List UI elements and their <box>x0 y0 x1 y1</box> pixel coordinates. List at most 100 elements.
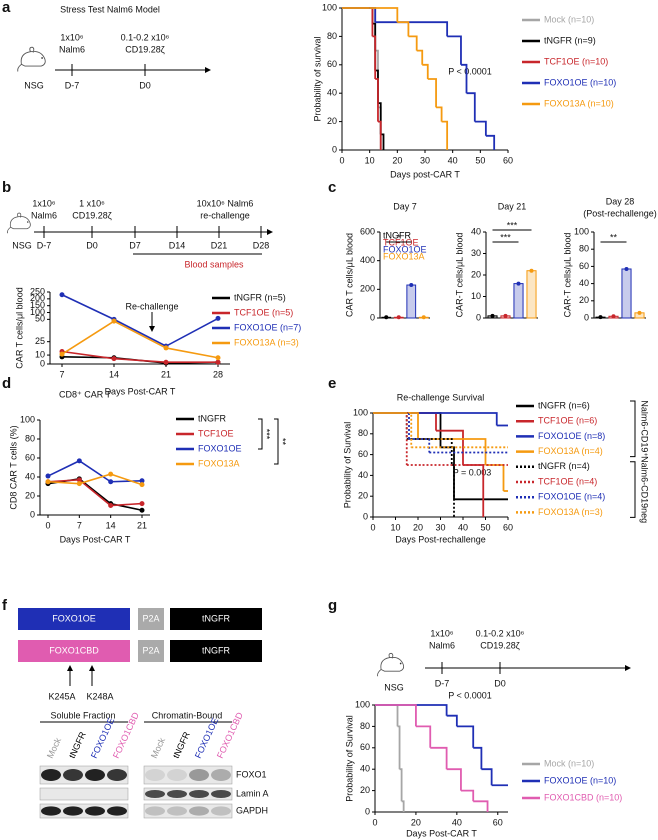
y-tick-label: 80 <box>25 433 35 443</box>
y-tick-label: 25 <box>35 336 45 346</box>
y-axis-label: CAR T cells/μL blood <box>344 233 354 317</box>
timeline-b: NSG 1x10⁶ Nalm6 1 x10⁶ CD19.28ζ 10x10⁶ N… <box>6 198 273 269</box>
chart-title: Day 28 <box>606 196 635 206</box>
y-tick-label: 400 <box>360 255 375 265</box>
y-axis-label: CD8 CAR T cells (%) <box>8 425 18 509</box>
annotation: P < 0.0001 <box>448 690 492 700</box>
point <box>215 355 221 361</box>
survival-step <box>342 7 377 23</box>
survival-step <box>415 725 432 748</box>
y-tick-label: 0 <box>370 312 375 322</box>
panel-label: c <box>328 179 336 196</box>
y-tick-label: 150 <box>30 300 45 310</box>
tngfr-box <box>170 640 262 662</box>
blot-band <box>145 806 165 816</box>
construct-box <box>18 640 130 662</box>
blot-band <box>63 806 83 816</box>
survival-step <box>399 768 403 802</box>
panel-label: g <box>328 597 337 614</box>
survival-step <box>375 78 379 122</box>
x-tick-label: 14 <box>106 520 116 530</box>
series-line <box>47 478 143 512</box>
point <box>59 292 65 298</box>
point <box>111 356 117 362</box>
dose: CD19.28ζ <box>480 640 520 650</box>
blot-band <box>189 806 209 816</box>
y-tick-label: 40 <box>358 470 368 480</box>
y-tick-label: 600 <box>360 226 375 236</box>
x-tick-label: 30 <box>435 522 445 532</box>
survival-step <box>373 412 498 426</box>
fraction-label: Soluble Fraction <box>50 710 115 720</box>
y-tick-label: 0 <box>332 144 337 154</box>
day: D21 <box>211 240 228 250</box>
y-tick-label: 40 <box>579 278 589 288</box>
survival-step <box>447 35 462 65</box>
panel-label: e <box>328 375 336 392</box>
blot-band <box>189 790 209 798</box>
survival-step <box>460 63 468 94</box>
panel-label: f <box>2 597 8 614</box>
y-tick-label: 40 <box>471 226 481 236</box>
y-axis-label: Probability of Survival <box>342 422 352 509</box>
legend-bracket <box>630 400 636 458</box>
legend-label: FOXO1OE <box>383 244 427 254</box>
y-tick-label: 100 <box>355 699 370 709</box>
blot-strip <box>143 803 233 819</box>
x-tick-label: 20 <box>411 817 421 827</box>
survival-step <box>397 725 401 770</box>
point <box>163 345 169 351</box>
survival-step <box>422 63 429 79</box>
survival-step <box>377 120 382 150</box>
y-tick-label: 60 <box>327 59 337 69</box>
x-tick-label: 60 <box>503 522 513 532</box>
timeline-g: NSG 1x10⁶ Nalm6 0.1-0.2 x10⁶ CD19.28ζ D-… <box>377 628 631 692</box>
legend-label: FOXO1OE (n=4) <box>538 492 605 502</box>
blot-label: Lamin A <box>236 788 269 798</box>
blot-band <box>85 806 105 816</box>
series-line <box>47 459 143 483</box>
survival-step <box>460 789 475 802</box>
survival-step <box>373 412 419 439</box>
significance-bracket <box>274 418 279 465</box>
significance-label: *** <box>500 232 511 242</box>
survival-step <box>466 92 476 122</box>
blot-band <box>41 769 61 781</box>
x-tick-label: 20 <box>392 155 402 165</box>
bar-point <box>503 313 508 318</box>
mouse-icon <box>6 212 31 234</box>
x-tick-label: 0 <box>45 520 50 530</box>
blot-band <box>41 806 61 816</box>
dose: Nalm6 <box>429 640 455 650</box>
point <box>139 501 145 507</box>
x-tick-label: 50 <box>480 522 490 532</box>
survival-step <box>485 134 496 150</box>
blot-band <box>85 769 105 781</box>
legend-label: TCF1OE (n=4) <box>538 476 597 486</box>
survival-step <box>473 746 483 770</box>
legend-label: Mock (n=10) <box>544 758 594 768</box>
legend-label: FOXO1CBD (n=10) <box>544 792 622 802</box>
panel-label: a <box>2 0 11 16</box>
timeline-title: Stress Test Nalm6 Model <box>60 4 160 14</box>
point <box>111 318 117 324</box>
y-tick-label: 40 <box>360 764 370 774</box>
dose: 10x10⁶ Nalm6 <box>197 198 254 208</box>
tngfr-label: tNGFR <box>202 645 230 655</box>
y-axis-label: Probability of survival <box>312 36 322 121</box>
day: D28 <box>253 240 270 250</box>
bar-point <box>598 315 603 320</box>
x-tick-label: 10 <box>390 522 400 532</box>
day: D14 <box>169 240 186 250</box>
x-tick-label: 7 <box>77 520 82 530</box>
construct-label: FOXO1CBD <box>49 645 99 655</box>
survival-step <box>416 49 424 65</box>
significance-label: *** <box>262 429 272 440</box>
bar <box>406 284 417 319</box>
point <box>108 471 114 477</box>
day: D7 <box>129 240 141 250</box>
legend-label: tNGFR (n=4) <box>538 461 590 471</box>
x-tick-label: 10 <box>365 155 375 165</box>
legend-label: tNGFR (n=6) <box>538 400 590 410</box>
